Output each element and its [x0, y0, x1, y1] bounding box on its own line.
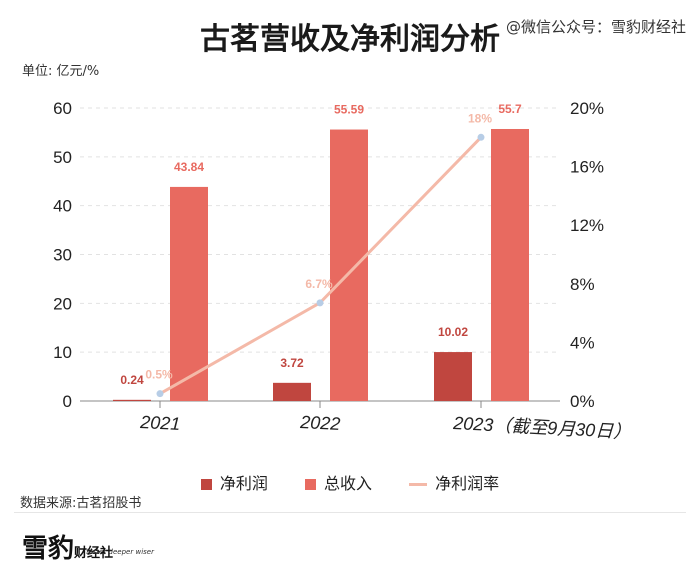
point-label-margin: 18% [468, 111, 492, 125]
source-watermark: @微信公众号：雪豹财经社 [505, 18, 686, 36]
y-right-tick-label: 20% [570, 99, 604, 118]
legend-swatch-margin [409, 483, 428, 486]
bar-net-profit [273, 382, 311, 401]
point-margin [316, 299, 324, 307]
y-left-tick-label: 30 [53, 246, 72, 265]
bar-revenue [491, 128, 529, 401]
legend-item-net-profit: 净利润 [200, 470, 268, 494]
bar-label-revenue: 55.59 [334, 103, 364, 117]
legend-swatch-net-profit [200, 479, 212, 490]
y-right-tick-label: 8% [570, 275, 595, 294]
x-category-label: 2021 [139, 412, 181, 434]
y-left-tick-label: 40 [53, 197, 72, 216]
unit-label: 单位: 亿元/% [22, 64, 100, 79]
point-label-margin: 0.5% [145, 368, 173, 382]
bar-label-revenue: 43.84 [174, 160, 204, 174]
bar-label-net-profit: 10.02 [438, 325, 468, 339]
legend-swatch-revenue [304, 479, 316, 490]
legend: 净利润 总收入 净利润率 [0, 470, 700, 494]
y-left-tick-label: 50 [53, 148, 72, 167]
y-right-tick-label: 16% [570, 158, 604, 177]
logo-slogan: faster deeper wiser [86, 548, 154, 556]
series-line-margin [159, 136, 483, 395]
data-source-note: 数据来源:古茗招股书 [20, 496, 142, 511]
y-right-tick-label: 4% [570, 333, 595, 352]
combo-chart: 0 10 20 30 40 50 60 0% 4% 8% 12% 16% 20% 0.24 43.84 3.7… [53, 99, 632, 442]
x-category-label: 2022 [299, 412, 341, 434]
legend-item-margin: 净利润率 [409, 470, 499, 494]
legend-label-revenue: 总收入 [323, 474, 372, 493]
chart-title: 古茗营收及净利润分析 [200, 22, 500, 57]
logo-sub-text: 财经社 [74, 546, 114, 561]
y-left-tick-label: 0 [63, 392, 72, 411]
footer-divider [14, 512, 686, 513]
legend-label-margin: 净利润率 [435, 474, 500, 493]
point-margin [477, 133, 485, 141]
point-margin [156, 390, 164, 398]
bar-label-net-profit: 3.72 [280, 356, 304, 370]
point-label-margin: 6.7% [305, 277, 333, 291]
legend-label-net-profit: 净利润 [219, 474, 268, 493]
y-left-tick-label: 20 [53, 294, 72, 313]
y-right-tick-label: 0% [570, 392, 595, 411]
y-left-tick-label: 10 [53, 343, 72, 362]
bar-revenue [170, 186, 208, 401]
legend-item-revenue: 总收入 [304, 470, 372, 494]
bar-label-revenue: 55.7 [498, 102, 522, 116]
bar-revenue [330, 129, 368, 401]
logo-main-text: 雪豹 [22, 534, 75, 564]
x-category-label: 2023（截至9月30日） [452, 413, 632, 442]
bar-label-net-profit: 0.24 [120, 373, 144, 387]
brand-logo: 雪豹财经社 faster deeper wiser [22, 528, 154, 564]
y-left-tick-label: 60 [53, 99, 72, 118]
bar-net-profit [113, 399, 151, 401]
bar-net-profit [434, 352, 472, 401]
y-right-tick-label: 12% [570, 216, 604, 235]
